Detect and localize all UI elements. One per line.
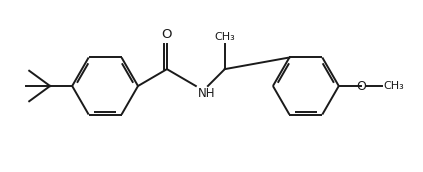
Text: O: O <box>162 28 172 41</box>
Text: NH: NH <box>198 87 215 100</box>
Text: O: O <box>356 79 366 93</box>
Text: CH₃: CH₃ <box>384 81 404 91</box>
Text: CH₃: CH₃ <box>214 32 235 42</box>
